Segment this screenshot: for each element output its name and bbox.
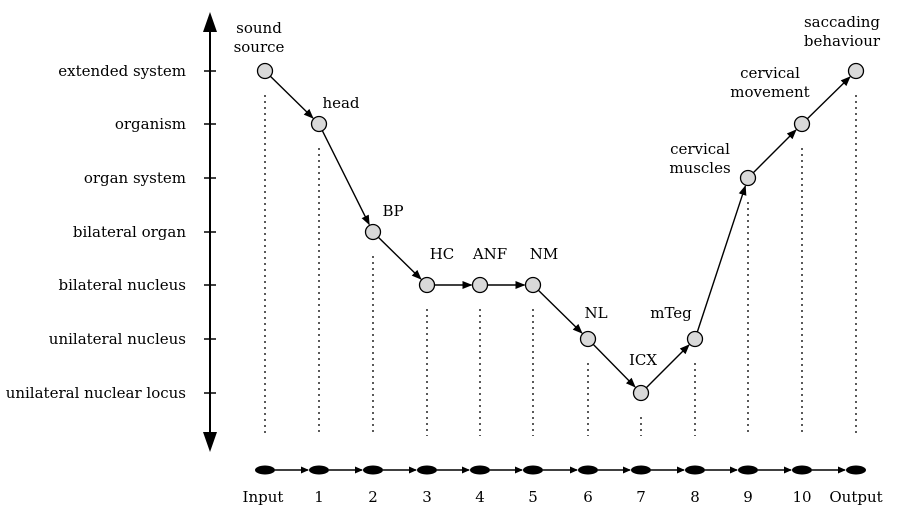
node-label-1: head <box>322 94 359 112</box>
level-label-0: extended system <box>58 62 186 80</box>
step-label-11: Output <box>829 488 882 506</box>
node-label-line: head <box>322 94 359 112</box>
step-label-7: 7 <box>636 488 646 506</box>
node-label-4: ANF <box>472 245 507 263</box>
pathway-node <box>686 330 704 348</box>
timeline-step-marker <box>470 465 490 475</box>
timeline-step-marker <box>363 465 383 475</box>
level-labels: extended system organism organ system bilat… <box>6 62 216 402</box>
timeline-step-marker <box>792 465 812 475</box>
step-labels: Input 1 2 3 4 5 6 7 8 9 10 Output <box>243 488 883 506</box>
pathway-node <box>632 384 650 402</box>
pathway-arrow <box>752 129 797 174</box>
node-label-line: BP <box>382 202 403 220</box>
node-label-line: cervical <box>670 140 730 158</box>
step-timeline <box>255 465 866 475</box>
node-label-2: BP <box>382 202 403 220</box>
pathway-node <box>418 276 436 294</box>
level-label-5: unilateral nucleus <box>49 330 186 348</box>
node-label-line: movement <box>730 83 809 101</box>
pathway-arrow <box>537 289 583 334</box>
node-labels: sound source head BP HC ANF NM NL ICX mTeg cervica… <box>234 13 881 369</box>
node-label-6: NL <box>584 304 607 322</box>
pathway-node <box>739 169 757 187</box>
pathway-node <box>793 115 811 133</box>
level-axis-top-arrowhead <box>203 12 217 32</box>
step-label-5: 5 <box>528 488 538 506</box>
node-label-3: HC <box>430 245 455 263</box>
node-label-line: mTeg <box>650 304 692 322</box>
node-label-line: behaviour <box>804 32 881 50</box>
step-label-3: 3 <box>422 488 432 506</box>
node-label-8: mTeg <box>650 304 692 322</box>
level-label-4: bilateral nucleus <box>59 276 186 294</box>
step-label-1: 1 <box>314 488 324 506</box>
step-label-6: 6 <box>583 488 593 506</box>
step-label-8: 8 <box>690 488 700 506</box>
node-label-0: sound source <box>234 19 285 56</box>
level-label-3: bilateral organ <box>73 223 186 241</box>
timeline-step-marker <box>685 465 705 475</box>
pathway-nodes <box>256 62 865 402</box>
node-label-9: cervical muscles <box>669 140 730 177</box>
dotted-guides <box>264 95 857 436</box>
timeline-step-marker <box>578 465 598 475</box>
node-label-line: NM <box>530 245 558 263</box>
node-label-7: ICX <box>629 351 657 369</box>
level-label-2: organ system <box>84 169 186 187</box>
node-label-line: saccading <box>804 13 880 31</box>
step-label-9: 9 <box>743 488 753 506</box>
pathway-arrow <box>321 130 370 226</box>
level-axis-bottom-arrowhead <box>203 432 217 452</box>
pathway-node <box>579 330 597 348</box>
node-label-line: ICX <box>629 351 657 369</box>
node-label-11: saccading behaviour <box>804 13 881 50</box>
pathway-node <box>524 276 542 294</box>
pathway-node <box>471 276 489 294</box>
timeline-step-marker <box>846 465 866 475</box>
timeline-step-marker <box>255 465 275 475</box>
pathway-arrow <box>592 343 636 388</box>
step-label-4: 4 <box>475 488 485 506</box>
pathway-arrows <box>269 75 851 389</box>
node-label-line: sound <box>236 19 282 37</box>
pathway-node <box>256 62 274 80</box>
node-label-line: source <box>234 38 285 56</box>
timeline-step-marker <box>523 465 543 475</box>
pathway-arrow <box>269 75 314 119</box>
pathway-arrow <box>377 236 422 280</box>
pathway-arrow <box>696 185 747 333</box>
node-label-line: cervical <box>740 64 800 82</box>
node-label-10: cervical movement <box>730 64 809 101</box>
step-label-2: 2 <box>368 488 378 506</box>
pathway-node <box>364 223 382 241</box>
step-label-10: 10 <box>792 488 811 506</box>
pathway-node <box>310 115 328 133</box>
pathway-node <box>847 62 865 80</box>
node-label-line: muscles <box>669 159 730 177</box>
node-label-line: ANF <box>472 245 507 263</box>
level-label-6: unilateral nuclear locus <box>6 384 186 402</box>
node-label-line: HC <box>430 245 455 263</box>
step-label-0: Input <box>243 488 284 506</box>
node-label-5: NM <box>530 245 558 263</box>
timeline-step-marker <box>631 465 651 475</box>
pathway-arrow <box>645 344 690 389</box>
timeline-step-marker <box>309 465 329 475</box>
node-label-line: NL <box>584 304 607 322</box>
timeline-step-marker <box>417 465 437 475</box>
pathway-arrow <box>806 76 851 120</box>
level-label-1: organism <box>115 115 186 133</box>
timeline-step-marker <box>738 465 758 475</box>
